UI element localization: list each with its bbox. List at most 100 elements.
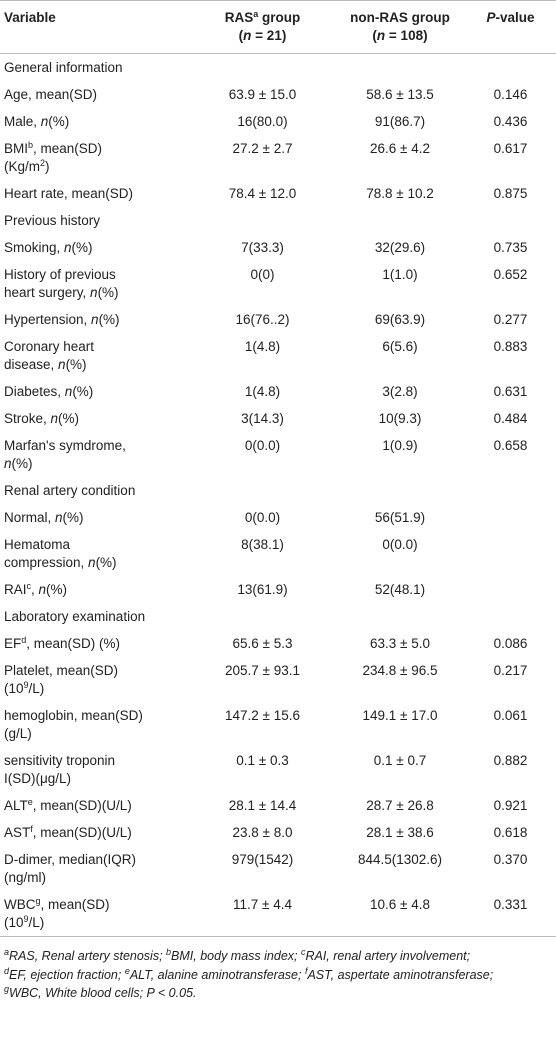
table-cell: 32(29.6) (335, 234, 465, 261)
text-segment: 78.4 ± 12.0 (228, 185, 297, 201)
table-row: History of previous heart surgery, n(%) 0(… (0, 261, 556, 306)
text-segment: a (4, 947, 10, 957)
table-cell: Marfan's symdrome, n(%) (0, 432, 190, 477)
text-segment: 28.7 ± 26.8 (366, 797, 434, 813)
cell-line: 69(63.9) (339, 311, 461, 329)
text-segment: 0(0.0) (244, 509, 281, 525)
text-segment: 0.1 ± 0.3 (236, 752, 289, 768)
text-segment: (%) (58, 410, 80, 426)
table-cell: 1(4.8) (190, 333, 335, 378)
table-cell: Diabetes, n(%) (0, 378, 190, 405)
table-cell: 0.631 (465, 378, 556, 405)
table-cell: History of previous heart surgery, n(%) (0, 261, 190, 306)
cell-line: 149.1 ± 17.0 (339, 707, 461, 725)
table-cell: 0.331 (465, 891, 556, 937)
text-segment: 0(0.0) (382, 536, 418, 552)
text-segment: /L) (28, 680, 45, 696)
text-segment: a (253, 9, 259, 19)
text-segment: 52(48.1) (374, 581, 426, 597)
text-segment: , mean(SD) (33, 140, 103, 156)
text-segment: 1(0.9) (382, 437, 418, 453)
data-table: Variable RASa group (n = 21) non-RAS group(… (0, 0, 556, 937)
cell-line: 979(1542) (194, 851, 331, 869)
table-cell: Age, mean(SD) (0, 81, 190, 108)
text-segment: n (64, 383, 73, 399)
text-segment: (%) (71, 239, 93, 255)
cell-line: 10(9.3) (339, 410, 461, 428)
cell-line: (109/L) (4, 680, 186, 698)
text-segment: 0.652 (493, 266, 528, 282)
table-cell: 0.146 (465, 81, 556, 108)
cell-line: Stroke, n(%) (4, 410, 186, 428)
table-cell: Male, n(%) (0, 108, 190, 135)
text-segment: = 21) (251, 28, 287, 43)
cell-line: 58.6 ± 13.5 (339, 86, 461, 104)
table-row: Platelet, mean(SD) (109/L) 205.7 ± 93.1 234… (0, 657, 556, 702)
cell-line: 0.658 (469, 437, 552, 455)
text-segment: g (4, 984, 10, 994)
table-cell: 52(48.1) (335, 576, 465, 603)
cell-line: n(%) (4, 455, 186, 473)
cell-line: 65.6 ± 5.3 (194, 635, 331, 653)
text-segment: ( (372, 28, 377, 43)
cell-line: 1(0.9) (339, 437, 461, 455)
text-segment: (g/L) (4, 725, 32, 741)
text-segment: 16(80.0) (237, 113, 288, 129)
table-cell: 3(2.8) (335, 378, 465, 405)
cell-line: (g/L) (4, 725, 186, 743)
text-segment: 1(1.0) (382, 266, 418, 282)
text-segment: RAS, Renal artery stenosis; (9, 949, 167, 963)
text-segment: 6(5.6) (382, 338, 418, 354)
cell-line: disease, n(%) (4, 356, 186, 374)
table-cell: ASTf, mean(SD)(U/L) (0, 819, 190, 846)
text-segment: disease, (4, 356, 59, 372)
cell-line: 0(0) (194, 266, 331, 284)
cell-line: Marfan's symdrome, (4, 437, 186, 455)
text-segment: 844.5(1302.6) (357, 851, 443, 867)
table-cell: 26.6 ± 4.2 (335, 135, 465, 180)
cell-line: 63.9 ± 15.0 (194, 86, 331, 104)
cell-line: 0(0.0) (339, 536, 461, 554)
table-row: D-dimer, median(IQR) (ng/ml) 979(1542) 844.… (0, 846, 556, 891)
table-cell: 56(51.9) (335, 504, 465, 531)
text-segment: 63.9 ± 15.0 (228, 86, 297, 102)
table-cell: Normal, n(%) (0, 504, 190, 531)
section-cell: Renal artery condition (0, 477, 556, 504)
text-segment: 63.3 ± 5.0 (370, 635, 430, 651)
table-cell: Stroke, n(%) (0, 405, 190, 432)
table-cell: 0.1 ± 0.7 (335, 747, 465, 792)
cell-line: 16(80.0) (194, 113, 331, 131)
table-cell: 28.7 ± 26.8 (335, 792, 465, 819)
text-segment: 0.631 (493, 383, 528, 399)
text-segment: (ng/ml) (4, 869, 47, 885)
table-cell: 0.875 (465, 180, 556, 207)
cell-line: 26.6 ± 4.2 (339, 140, 461, 158)
table-cell: 8(38.1) (190, 531, 335, 576)
text-segment: n (243, 28, 252, 43)
text-segment: 0.086 (493, 635, 528, 651)
cell-line: sensitivity troponin (4, 752, 186, 770)
text-segment: 28.1 ± 14.4 (228, 797, 297, 813)
text-segment: AST, aspertate aminotransferase; (307, 967, 494, 982)
text-segment: (%) (98, 311, 120, 327)
text-segment: 16(76..2) (235, 311, 290, 327)
cell-line: 0.146 (469, 86, 552, 104)
cell-line: 78.8 ± 10.2 (339, 185, 461, 203)
text-segment: 56(51.9) (374, 509, 426, 525)
table-cell: 3(14.3) (190, 405, 335, 432)
cell-line: hemoglobin, mean(SD) (4, 707, 186, 725)
text-segment: D-dimer, median(IQR) (4, 851, 137, 867)
text-segment: , (31, 581, 39, 597)
table-body: General information Age, mean(SD) 63.9 ± 1… (0, 54, 556, 937)
table-row: hemoglobin, mean(SD) (g/L) 147.2 ± 15.6 149… (0, 702, 556, 747)
section-cell: Previous history (0, 207, 556, 234)
text-segment: , mean(SD)(U/L) (32, 797, 132, 813)
table-cell: 78.4 ± 12.0 (190, 180, 335, 207)
cell-line: 28.1 ± 14.4 (194, 797, 331, 815)
text-segment: Coronary heart (4, 338, 95, 354)
text-segment: (%) (97, 284, 119, 300)
table-cell: 0.086 (465, 630, 556, 657)
cell-line: 78.4 ± 12.0 (194, 185, 331, 203)
table-row: Normal, n(%) 0(0.0) 56(51.9) (0, 504, 556, 531)
cell-line: Laboratory examination (4, 608, 552, 626)
